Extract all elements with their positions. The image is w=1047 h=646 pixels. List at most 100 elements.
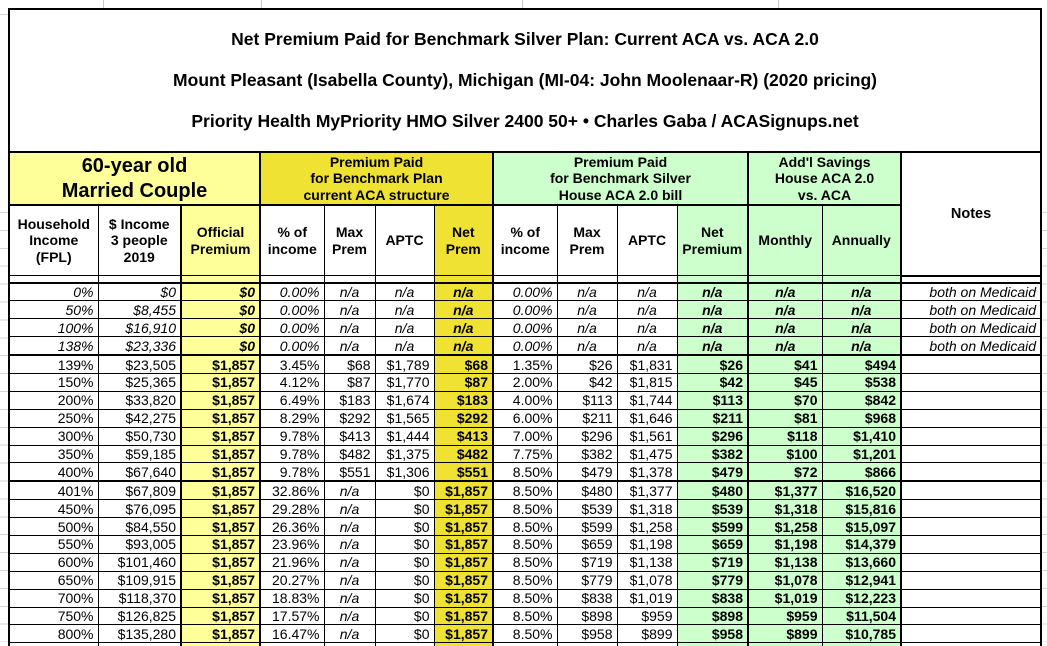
cell-aca_aptc[interactable]: $0 [374,499,435,519]
cell-savings_annually[interactable]: $15,097 [821,517,902,536]
title-cell[interactable]: Net Premium Paid for Benchmark Silver Pl… [8,8,1042,153]
cell-aca2_pct_income[interactable]: 8.50% [492,499,558,519]
cell-official_premium[interactable]: $1,857 [180,408,261,428]
cell-official_premium[interactable]: $1,857 [180,354,261,374]
cell-income[interactable]: $101,460 [97,552,182,572]
cell-aca_aptc[interactable]: $1,444 [374,426,435,446]
cell-aca_pct_income[interactable]: 0.00% [259,281,325,302]
cell-official_premium[interactable]: $0 [180,318,261,338]
cell-savings_annually[interactable]: $866 [821,462,902,483]
cell-aca_aptc[interactable]: $1,375 [374,444,435,464]
cell-aca2_net_premium[interactable]: $779 [676,570,749,590]
cell-aca2_pct_income[interactable]: 4.00% [492,390,558,410]
cell-aca2_pct_income[interactable]: 8.50% [492,588,558,608]
cell-aca_pct_income[interactable]: 18.83% [259,588,325,608]
cell-savings_annually[interactable]: $494 [821,354,902,374]
cell-savings_monthly[interactable]: $959 [747,606,823,626]
col-header-fpl[interactable]: Household Income (FPL) [8,204,99,276]
cell-aca_net_prem[interactable]: $1,857 [433,606,494,626]
cell-aca2_aptc[interactable]: $1,815 [616,372,678,392]
cell-aca2_net_premium[interactable]: n/a [676,336,749,357]
cell-aca2_aptc[interactable]: n/a [616,336,678,357]
cell-fpl[interactable]: 700% [8,588,99,608]
cell-income[interactable]: $33,820 [97,390,182,410]
cell-aca_max_prem[interactable]: n/a [323,499,376,519]
cell-notes[interactable] [899,480,1042,501]
cell-savings_monthly[interactable]: n/a [747,318,823,338]
cell-fpl[interactable]: 100% [8,318,99,338]
cell-aca2_max_prem[interactable]: $26 [556,354,618,374]
cell-savings_monthly[interactable]: n/a [747,281,823,302]
cell-notes[interactable]: both on Medicaid [899,336,1042,357]
cell-fpl[interactable]: 0% [8,281,99,302]
cell-income[interactable]: $50,730 [97,426,182,446]
cell-savings_monthly[interactable]: n/a [747,336,823,357]
cell-aca2_max_prem[interactable]: $898 [556,606,618,626]
cell-aca_max_prem[interactable]: n/a [323,624,376,644]
cell-aca_aptc[interactable]: $0 [374,606,435,626]
cell-aca2_pct_income[interactable]: 0.00% [492,300,558,320]
col-header-aca_net_prem[interactable]: Net Prem [433,204,494,276]
cell-aca_pct_income[interactable]: 6.49% [259,390,325,410]
cell-notes[interactable] [899,444,1042,464]
cell-aca2_max_prem[interactable]: $480 [556,480,618,501]
col-header-notes[interactable]: Notes [899,151,1042,277]
cell-aca_max_prem[interactable]: $183 [323,390,376,410]
cell-aca_aptc[interactable]: $1,770 [374,372,435,392]
cell-official_premium[interactable]: $1,857 [180,372,261,392]
cell-savings_annually[interactable]: $16,520 [821,480,902,501]
cell-fpl[interactable]: 150% [8,372,99,392]
cell-income[interactable]: $0 [97,281,182,302]
cell-fpl[interactable]: 800% [8,624,99,644]
cell-aca2_pct_income[interactable]: 0.00% [492,336,558,357]
cell-official_premium[interactable]: $1,857 [180,462,261,483]
cell-aca_pct_income[interactable]: 20.27% [259,570,325,590]
cell-aca2_net_premium[interactable]: $382 [676,444,749,464]
cell-aca_pct_income[interactable]: 9.78% [259,444,325,464]
cell-aca_max_prem[interactable]: $413 [323,426,376,446]
cell-aca_net_prem[interactable]: $413 [433,426,494,446]
cell-aca2_aptc[interactable]: $899 [616,624,678,644]
col-header-aca_aptc[interactable]: APTC [374,204,435,276]
cell-aca2_net_premium[interactable]: $599 [676,517,749,536]
cell-aca2_aptc[interactable]: $1,019 [616,588,678,608]
cell-aca_aptc[interactable]: $0 [374,517,435,536]
cell-aca_pct_income[interactable]: 32.86% [259,480,325,501]
cell-savings_annually[interactable]: $14,379 [821,534,902,554]
col-header-aca2_aptc[interactable]: APTC [616,204,678,276]
cell-notes[interactable] [899,624,1042,644]
cell-aca2_aptc[interactable]: $1,138 [616,552,678,572]
cell-official_premium[interactable]: $1,857 [180,624,261,644]
cell-aca2_pct_income[interactable]: 8.50% [492,624,558,644]
cell-aca2_pct_income[interactable]: 8.50% [492,462,558,483]
cell-notes[interactable] [899,606,1042,626]
cell-income[interactable]: $109,915 [97,570,182,590]
cell-aca2_max_prem[interactable]: n/a [556,318,618,338]
cell-savings_annually[interactable]: n/a [821,281,902,302]
cell-fpl[interactable]: 139% [8,354,99,374]
cell-aca_pct_income[interactable]: 23.96% [259,534,325,554]
cell-notes[interactable] [899,552,1042,572]
cell-aca_aptc[interactable]: n/a [374,336,435,357]
cell-savings_annually[interactable]: $1,410 [821,426,902,446]
cell-fpl[interactable]: 350% [8,444,99,464]
cell-aca2_pct_income[interactable]: 7.00% [492,426,558,446]
cell-official_premium[interactable]: $1,857 [180,390,261,410]
cell-fpl[interactable]: 450% [8,499,99,519]
cell-income[interactable]: $84,550 [97,517,182,536]
cell-aca2_max_prem[interactable]: n/a [556,336,618,357]
cell-aca_net_prem[interactable]: $1,857 [433,480,494,501]
cell-savings_monthly[interactable]: $118 [747,426,823,446]
cell-aca2_aptc[interactable]: n/a [616,281,678,302]
cell-savings_annually[interactable]: $10,785 [821,624,902,644]
cell-aca2_pct_income[interactable]: 2.00% [492,372,558,392]
cell-income[interactable]: $23,336 [97,336,182,357]
cell-income[interactable]: $93,005 [97,534,182,554]
cell-aca_aptc[interactable]: $0 [374,624,435,644]
col-header-aca2_max_prem[interactable]: Max Prem [556,204,618,276]
cell-aca_net_prem[interactable]: n/a [433,300,494,320]
cell-aca2_net_premium[interactable]: $898 [676,606,749,626]
cell-aca_net_prem[interactable]: n/a [433,336,494,357]
cell-aca_max_prem[interactable]: n/a [323,534,376,554]
cell-notes[interactable] [899,534,1042,554]
